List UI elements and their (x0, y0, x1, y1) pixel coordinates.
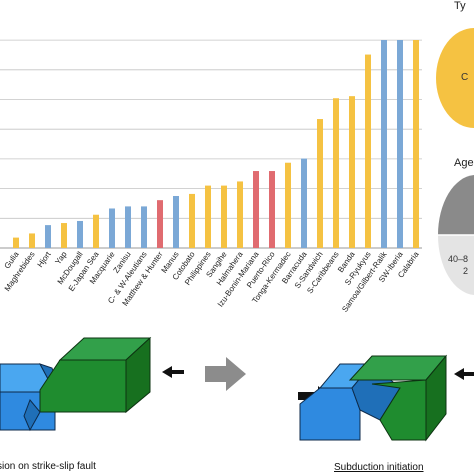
age-panel-title: Age (454, 157, 474, 169)
age-pie-label-1: 40–8 (448, 254, 468, 264)
right-caption: Subduction initiation (334, 462, 424, 473)
left-black-arrow (162, 366, 184, 378)
chart-bar (253, 171, 259, 248)
age-pie-slice-light (437, 235, 474, 295)
chart-bar (381, 40, 387, 248)
transition-arrow (205, 357, 246, 391)
chart-bar (29, 233, 35, 248)
type-pie-slice (436, 28, 474, 128)
chart-bar (413, 40, 419, 248)
type-panel-title: Ty (454, 0, 466, 12)
chart-bar (237, 181, 243, 248)
chart-bar (173, 196, 179, 248)
chart-bar (157, 200, 163, 248)
chart-bar (269, 171, 275, 248)
chart-bar (61, 223, 67, 248)
chart-bar (13, 237, 19, 248)
chart-bar (285, 162, 291, 248)
age-panel: Age 40–8 2 (437, 157, 474, 295)
chart-bar (221, 185, 227, 248)
chart-bar (365, 54, 371, 249)
strike-slip-block-diagram: sion on strike-slip fault (0, 336, 184, 472)
chart-bar (397, 40, 403, 248)
left-green-block-side (125, 336, 151, 414)
chart-bar (93, 214, 99, 248)
chart-bar (77, 220, 83, 248)
chart-x-tick-labels: CalabriaSW-IberiaSamoa/Gilbert-RalikS-Ry… (3, 249, 421, 314)
chart-bar (125, 206, 131, 248)
x-tick-label: Hjort (36, 249, 54, 269)
chart-bar (205, 185, 211, 248)
chart-bars (13, 40, 419, 249)
chart-bar (349, 96, 355, 248)
chart-bar (333, 98, 339, 249)
left-caption: sion on strike-slip fault (0, 461, 96, 472)
type-panel: Ty C (436, 0, 474, 128)
right-black-arrow (454, 368, 474, 380)
chart-bar (141, 206, 147, 248)
chart-bar (45, 225, 51, 248)
age-pie-label-2: 2 (463, 266, 468, 276)
right-green-block-side (425, 354, 447, 442)
age-pie-slice-dark (437, 175, 474, 235)
subduction-block-diagram: Subduction initiation (298, 354, 474, 473)
chart-bar (189, 193, 195, 248)
left-green-block-front (39, 359, 127, 413)
bar-chart: CalabriaSW-IberiaSamoa/Gilbert-RalikS-Ry… (0, 39, 422, 314)
chart-bar (301, 158, 307, 248)
chart-bar (317, 119, 323, 248)
fault-gap (23, 399, 41, 432)
type-pie-label: C (461, 72, 468, 83)
chart-bar (109, 208, 115, 248)
